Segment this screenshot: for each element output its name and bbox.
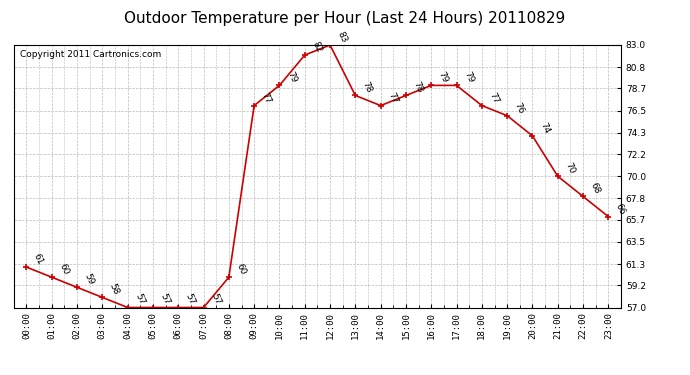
Text: 57: 57 [159, 292, 172, 307]
Text: 61: 61 [32, 252, 45, 266]
Text: 77: 77 [259, 91, 273, 105]
Text: 77: 77 [487, 91, 500, 105]
Text: 79: 79 [462, 70, 475, 85]
Text: 82: 82 [310, 40, 324, 54]
Text: 70: 70 [563, 161, 576, 176]
Text: 77: 77 [386, 91, 400, 105]
Text: 57: 57 [184, 292, 197, 307]
Text: 79: 79 [437, 70, 450, 85]
Text: 59: 59 [83, 272, 96, 286]
Text: 68: 68 [589, 182, 602, 196]
Text: 83: 83 [335, 30, 348, 44]
Text: 76: 76 [513, 100, 526, 115]
Text: 57: 57 [209, 292, 222, 307]
Text: Copyright 2011 Cartronics.com: Copyright 2011 Cartronics.com [20, 50, 161, 59]
Text: 57: 57 [133, 292, 146, 307]
Text: 60: 60 [57, 262, 70, 276]
Text: 66: 66 [614, 202, 627, 216]
Text: 74: 74 [538, 121, 551, 135]
Text: 78: 78 [361, 81, 374, 95]
Text: Outdoor Temperature per Hour (Last 24 Hours) 20110829: Outdoor Temperature per Hour (Last 24 Ho… [124, 11, 566, 26]
Text: 79: 79 [285, 70, 298, 85]
Text: 78: 78 [411, 81, 424, 95]
Text: 60: 60 [235, 262, 248, 276]
Text: 58: 58 [108, 282, 121, 297]
